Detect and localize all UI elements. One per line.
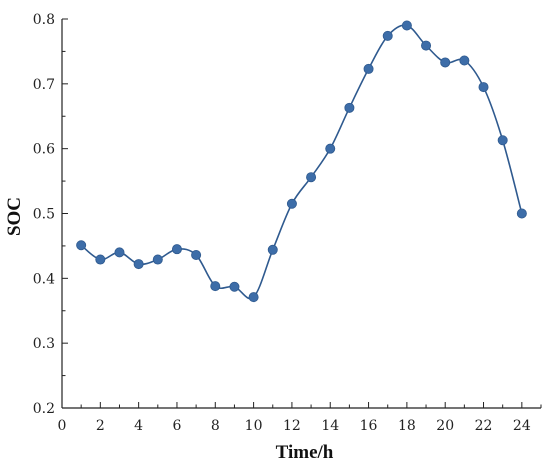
x-tick-label: 22 (475, 418, 493, 434)
data-point (382, 30, 393, 41)
x-tick-label: 8 (211, 418, 220, 434)
x-axis-ticks: 0 2 4 6 8 10 12 14 16 18 20 22 24 (58, 402, 542, 434)
data-point (95, 254, 106, 265)
y-axis-ticks: 0.2 0.3 0.4 0.5 0.6 0.7 0.8 (33, 12, 68, 417)
x-tick-label: 18 (398, 418, 416, 434)
data-point (229, 281, 240, 292)
data-point (344, 102, 355, 113)
data-point (286, 198, 297, 209)
y-axis-title: SOC (4, 197, 25, 236)
y-tick-label: 0.4 (33, 271, 55, 287)
x-tick-label: 16 (360, 418, 378, 434)
data-point (210, 281, 221, 292)
x-axis-title: Time/h (276, 442, 334, 463)
x-tick-label: 2 (96, 418, 105, 434)
x-tick-label: 14 (321, 418, 339, 434)
x-tick-label: 10 (245, 418, 263, 434)
y-tick-label: 0.6 (33, 142, 55, 158)
y-tick-label: 0.2 (33, 401, 55, 417)
soc-series-line (80, 24, 523, 300)
data-point (152, 254, 163, 265)
data-point (114, 247, 125, 258)
data-point (401, 20, 412, 31)
data-point (171, 244, 182, 255)
data-point (497, 135, 508, 146)
x-tick-label: 0 (58, 418, 67, 434)
data-point (363, 63, 374, 74)
data-point (478, 82, 489, 93)
data-point (440, 57, 451, 68)
data-point (76, 240, 87, 251)
axes (61, 19, 541, 409)
data-point (516, 208, 527, 219)
y-tick-label: 0.5 (33, 207, 55, 223)
data-point (191, 249, 202, 260)
data-point (421, 40, 432, 51)
x-tick-label: 6 (172, 418, 181, 434)
data-point (248, 292, 259, 303)
y-tick-label: 0.3 (33, 336, 55, 352)
data-point (133, 259, 144, 270)
data-point (325, 143, 336, 154)
soc-series-markers (76, 20, 527, 303)
data-point (459, 55, 470, 66)
y-tick-label: 0.7 (33, 77, 55, 93)
x-tick-label: 4 (134, 418, 143, 434)
data-point (267, 244, 278, 255)
x-tick-label: 12 (283, 418, 301, 434)
y-tick-label: 0.8 (33, 12, 55, 28)
x-tick-label: 20 (436, 418, 454, 434)
data-point (306, 172, 317, 183)
x-tick-label: 24 (513, 418, 531, 434)
